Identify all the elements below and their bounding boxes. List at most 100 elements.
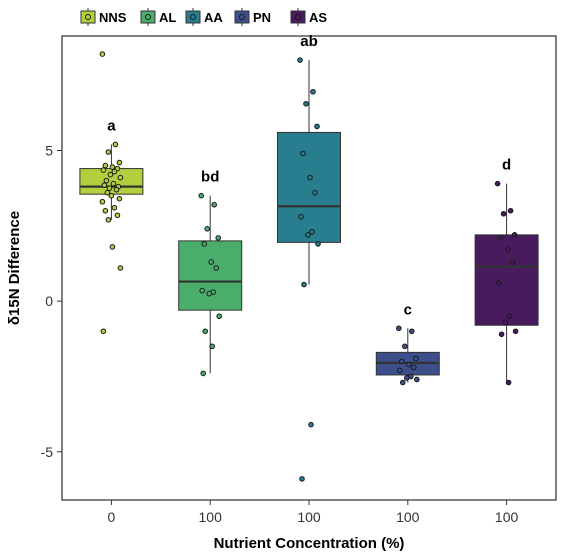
legend-label: AS [309,10,327,25]
legend-label: AA [204,10,223,25]
data-point [308,421,314,428]
data-point [298,213,304,220]
x-tick-label: 100 [199,509,223,525]
data-point [204,226,210,232]
box-series-group: a bd ab c d [79,33,539,482]
legend: NNS AL AA PN AS [80,8,327,26]
significance-letter: d [502,157,511,174]
data-point [100,167,107,173]
data-point [406,361,412,368]
data-point [511,232,518,238]
data-point [505,379,512,386]
significance-letter: bd [201,169,219,186]
data-point [397,367,403,374]
box-group-as: d [474,157,539,386]
legend-key-point [295,14,301,20]
data-point [504,247,511,253]
data-point [297,57,303,63]
legend-item-al: AL [140,8,176,26]
data-point [106,185,113,191]
data-point [409,328,415,335]
data-point [307,174,313,181]
data-point [211,201,217,208]
data-point [117,174,124,181]
data-point [215,235,221,241]
data-point [199,287,205,294]
data-point [507,207,514,214]
data-point [202,328,208,335]
box-aa [277,131,341,243]
data-point [200,370,206,377]
box-group-pn: c [375,301,440,386]
y-axis: -5 0 5 [41,142,62,460]
data-point [108,192,115,199]
y-tick-label: -5 [41,444,54,460]
x-tick-label: 100 [495,509,519,525]
data-point [300,150,306,157]
data-point [301,281,307,288]
data-point [506,313,513,320]
data-point [110,180,117,187]
data-point [102,207,109,214]
data-point [509,259,516,265]
box-group-nns: a [79,51,144,335]
data-point [113,186,120,193]
data-point [206,290,212,297]
data-point [216,313,222,320]
data-point [209,343,215,350]
data-point [116,159,123,166]
x-axis-title: Nutrient Concentration (%) [214,535,405,552]
y-tick-label: 5 [45,142,53,158]
data-point [303,100,309,107]
legend-item-aa: AA [185,8,223,26]
significance-letter: a [107,117,116,134]
legend-item-nns: NNS [80,8,127,26]
box-group-al: bd [178,169,243,377]
data-point [102,162,109,169]
legend-label: NNS [99,10,127,25]
data-point [310,88,316,95]
legend-key-point [190,14,196,20]
data-point [99,198,106,205]
data-point [413,355,419,362]
data-point [100,328,107,335]
data-point [494,180,501,187]
data-point [314,123,320,130]
x-axis: 0 100 100 100 100 [108,500,519,525]
data-point [208,259,214,265]
data-point [116,195,123,202]
data-point [299,476,305,482]
data-point [498,331,505,338]
data-point [495,280,502,286]
legend-item-pn: PN [234,8,271,26]
data-point [101,182,108,188]
legend-label: PN [253,10,271,25]
significance-letter: ab [300,33,318,50]
legend-item-as: AS [290,8,327,26]
data-point [112,141,119,148]
data-point [396,325,402,332]
legend-key-point [239,14,245,20]
data-point [111,168,118,175]
data-point [502,319,509,326]
data-point [399,358,405,365]
data-point [411,364,417,371]
data-point [497,235,504,241]
data-point [414,376,420,383]
data-point [104,189,111,196]
data-point [309,229,315,235]
data-point [117,265,124,271]
x-tick-label: 100 [297,509,321,525]
data-point [400,379,406,386]
legend-label: AL [159,10,176,25]
data-point [500,210,507,217]
x-tick-label: 100 [396,509,420,525]
data-point [201,241,207,247]
y-tick-label: 0 [45,293,53,309]
data-point [105,149,112,155]
data-point [103,177,110,184]
data-point [99,51,106,57]
data-point [107,171,114,178]
